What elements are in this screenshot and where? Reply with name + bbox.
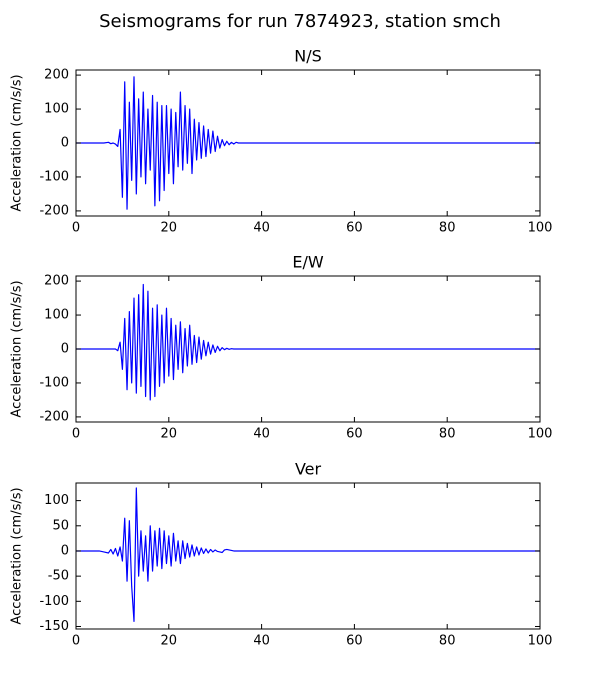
trace [76,76,540,210]
y-tick-label: 200 [44,68,69,83]
y-tick-label: 0 [61,342,69,357]
x-tick-label: 80 [439,634,456,649]
y-axis-label: Acceleration (cm/s/s) [10,487,25,624]
x-tick-label: 80 [439,221,456,236]
y-tick-label: -100 [39,169,69,184]
x-tick-label: 20 [161,221,178,236]
y-tick-label: 200 [44,274,69,289]
y-tick-label: -100 [39,594,69,609]
y-axis-label: Acceleration (cm/s/s) [10,280,25,417]
trace [76,487,540,623]
x-tick-label: 0 [72,634,80,649]
trace [76,283,540,401]
x-tick-label: 0 [72,427,80,442]
x-tick-label: 60 [346,221,363,236]
y-tick-label: 0 [61,136,69,151]
axes-frame [75,275,541,423]
y-tick-label: 0 [61,543,69,558]
y-tick-label: -200 [39,409,69,424]
y-tick-label: -200 [39,203,69,218]
x-tick-label: 100 [528,221,553,236]
x-tick-label: 40 [253,221,270,236]
y-tick-label: 100 [44,493,69,508]
subplot-title: N/S [294,47,322,66]
axes-frame [75,69,541,217]
y-tick-label: -50 [48,569,69,584]
x-tick-label: 60 [346,634,363,649]
y-tick-label: -150 [39,619,69,634]
y-tick-label: 100 [44,308,69,323]
axes-frame [75,482,541,630]
figure-title: Seismograms for run 7874923, station smc… [99,11,501,32]
x-tick-label: 80 [439,427,456,442]
x-tick-label: 60 [346,427,363,442]
x-tick-label: 100 [528,427,553,442]
y-axis-label: Acceleration (cm/s/s) [10,74,25,211]
x-tick-label: 40 [253,634,270,649]
y-tick-label: 50 [52,518,69,533]
x-tick-label: 20 [161,634,178,649]
x-tick-label: 40 [253,427,270,442]
x-tick-label: 100 [528,634,553,649]
y-tick-label: 100 [44,102,69,117]
subplot-title: E/W [292,253,324,272]
subplot-title: Ver [295,460,322,479]
y-tick-label: -100 [39,375,69,390]
x-tick-label: 20 [161,427,178,442]
x-tick-label: 0 [72,221,80,236]
